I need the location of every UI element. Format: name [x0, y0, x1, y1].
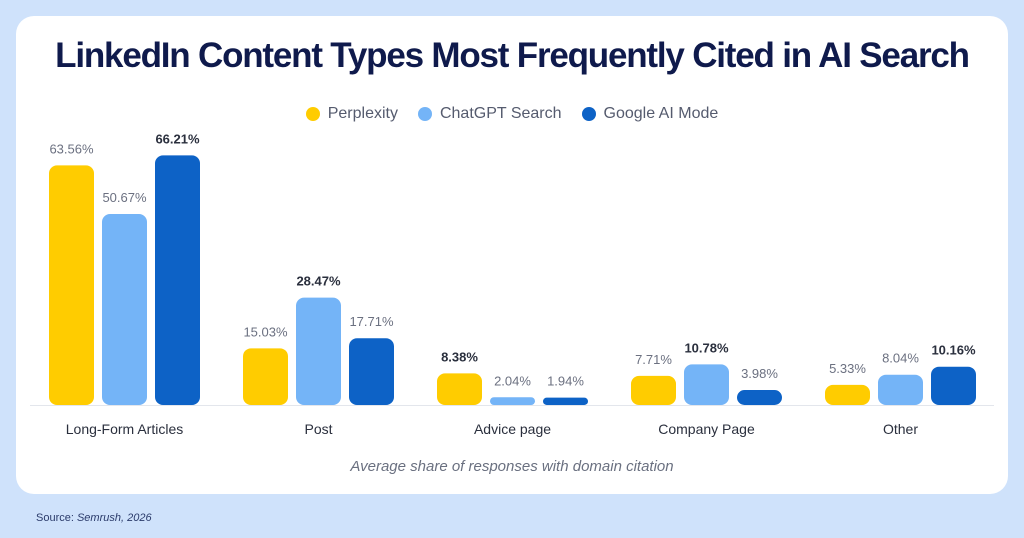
data-label-advice-page-perplexity: 8.38%: [441, 349, 478, 364]
legend-swatch-google-ai-mode: [581, 107, 596, 121]
bar-long-form-articles-google-ai-mode: [155, 155, 200, 405]
bar-long-form-articles-perplexity: [49, 165, 94, 405]
legend-swatch-chatgpt-search: [417, 107, 432, 121]
legend-swatch-perplexity: [305, 107, 320, 121]
chart-title: LinkedIn Content Types Most Frequently C…: [55, 36, 970, 75]
category-label-company-page: Company Page: [658, 421, 755, 437]
data-label-company-page-chatgpt-search: 10.78%: [684, 340, 729, 355]
data-label-company-page-perplexity: 7.71%: [635, 352, 672, 367]
bar-post-perplexity: [243, 348, 288, 405]
data-label-long-form-articles-google-ai-mode: 66.21%: [155, 131, 200, 146]
legend-item-google-ai-mode: Google AI Mode: [581, 105, 719, 123]
legend-label-chatgpt-search: ChatGPT Search: [439, 105, 562, 122]
category-label-advice-page: Advice page: [474, 421, 551, 437]
legend-item-perplexity: Perplexity: [305, 105, 398, 123]
source-note: Source: Semrush, 2026: [36, 512, 152, 524]
chart-caption: Average share of responses with domain c…: [350, 458, 674, 475]
data-label-other-perplexity: 5.33%: [829, 361, 866, 376]
legend-item-chatgpt-search: ChatGPT Search: [417, 105, 562, 123]
bar-advice-page-chatgpt-search: [490, 397, 535, 405]
data-label-advice-page-google-ai-mode: 1.94%: [547, 374, 584, 389]
bar-other-google-ai-mode: [931, 366, 976, 405]
data-label-other-chatgpt-search: 8.04%: [882, 351, 919, 366]
data-label-advice-page-chatgpt-search: 2.04%: [494, 373, 531, 388]
source-label: Source:: [36, 512, 77, 524]
bar-advice-page-perplexity: [437, 373, 482, 405]
bar-other-perplexity: [825, 384, 870, 405]
bar-post-google-ai-mode: [349, 338, 394, 405]
chart-legend: Perplexity ChatGPT Search Google AI Mode: [0, 105, 1024, 123]
data-label-post-google-ai-mode: 17.71%: [349, 314, 394, 329]
bar-company-page-perplexity: [631, 375, 676, 405]
bar-advice-page-google-ai-mode: [543, 397, 588, 405]
data-label-long-form-articles-chatgpt-search: 50.67%: [102, 190, 147, 205]
category-label-post: Post: [304, 421, 332, 437]
bar-other-chatgpt-search: [878, 374, 923, 405]
bar-company-page-google-ai-mode: [737, 389, 782, 405]
category-label-long-form-articles: Long-Form Articles: [66, 421, 183, 437]
bar-company-page-chatgpt-search: [684, 364, 729, 405]
source-publisher: Semrush, 2026: [76, 512, 152, 524]
bar-long-form-articles-chatgpt-search: [102, 213, 147, 405]
data-label-company-page-google-ai-mode: 3.98%: [741, 366, 778, 381]
category-label-other: Other: [883, 421, 918, 437]
legend-label-perplexity: Perplexity: [327, 105, 398, 122]
bar-post-chatgpt-search: [296, 297, 341, 405]
legend-label-google-ai-mode: Google AI Mode: [603, 105, 719, 122]
data-label-other-google-ai-mode: 10.16%: [931, 343, 976, 358]
data-label-post-chatgpt-search: 28.47%: [296, 274, 341, 289]
data-label-post-perplexity: 15.03%: [243, 324, 288, 339]
data-label-long-form-articles-perplexity: 63.56%: [49, 141, 94, 156]
